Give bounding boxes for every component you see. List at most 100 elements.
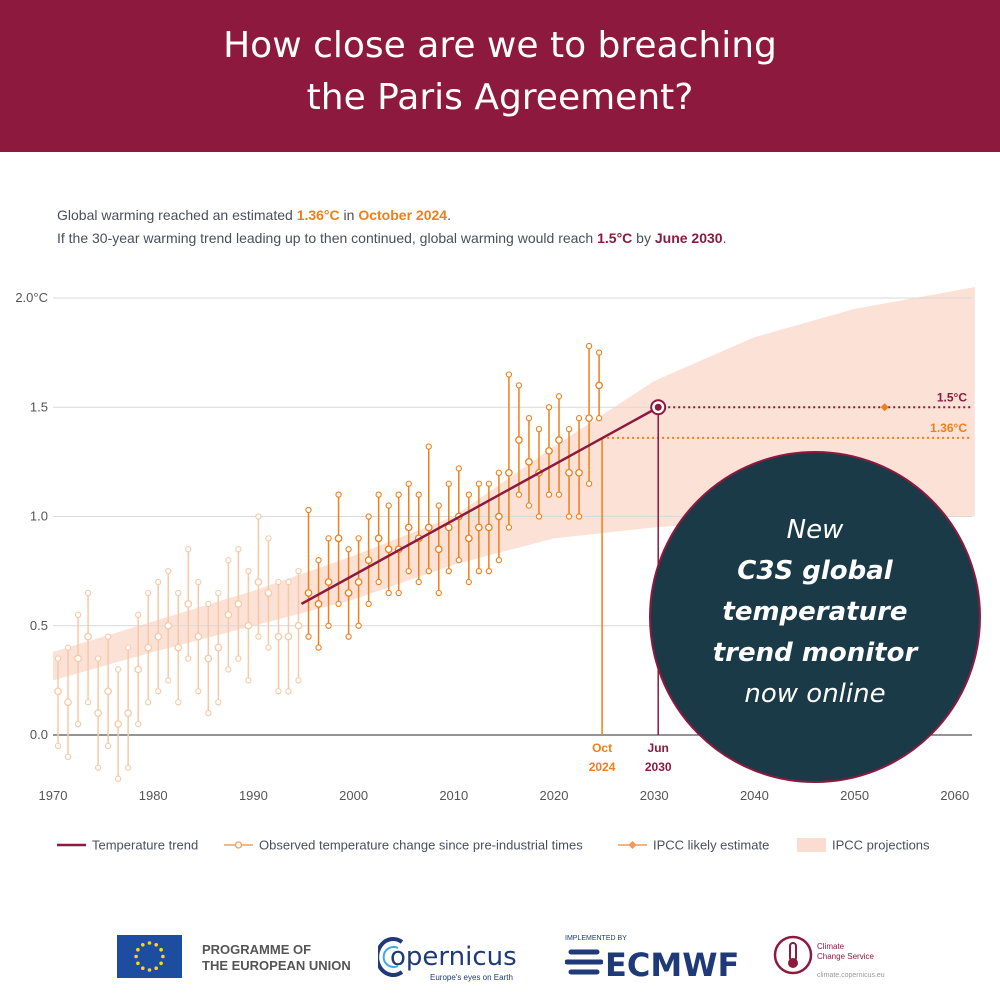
subtitle-text: Global warming reached an estimated [57,207,297,223]
observed-point [284,632,293,641]
observed-point [475,567,482,575]
observed-point [525,458,533,466]
subtitle-text: . [722,230,727,246]
observed-point [384,545,393,554]
badge-line-4: trend monitor [712,638,918,668]
observed-point [505,524,513,531]
observed-point [225,666,232,673]
observed-point [104,633,112,640]
observed-point [135,720,142,728]
observed-point [204,654,213,663]
subtitle-text: If the 30-year warming trend leading up … [57,230,598,246]
observed-point [245,567,252,575]
ecmwf-icon [565,949,603,975]
observed-point [405,480,412,487]
observed-point [355,535,362,542]
x-tick-label: 2050 [840,788,869,803]
y-tick-label: 0.0 [30,727,48,742]
y-tick-label: 1.5 [30,399,48,414]
observed-point [74,720,82,728]
c3s-thermometer-icon [773,935,813,975]
threshold-label: 1.36°C [930,421,967,435]
monitor-announcement-badge[interactable]: New C3S global temperature trend monitor… [649,451,981,783]
observed-point [395,589,402,597]
programme-text-line-1: PROGRAMME OF [202,942,312,957]
observed-point [575,468,583,477]
ecmwf-logo-text: ECMWF [605,946,740,984]
y-tick-label: 1.0 [30,509,48,524]
x-tick-label: 2000 [339,788,368,803]
observed-point [434,545,443,554]
observed-point [305,633,312,640]
observed-point [374,534,383,543]
observed-point [144,643,153,652]
observed-point [575,415,583,422]
observed-point [585,414,593,423]
observed-point [74,611,82,618]
date-label-year: 2024 [589,760,616,774]
subtitle-text: . [447,207,451,223]
observed-point [124,644,132,651]
observed-point [174,643,183,652]
observed-point [195,688,202,695]
observed-point [164,621,173,630]
observed-point [505,371,513,378]
observed-point [325,622,332,629]
observed-point [415,578,422,586]
observed-point [254,578,263,586]
observed-point [224,610,233,619]
page-title-line-2: the Paris Agreement? [306,77,694,118]
x-tick-label: 2060 [940,788,969,803]
observed-point [395,491,402,498]
badge-line-5: now online [744,679,886,709]
observed-point [294,621,303,630]
observed-point [215,589,222,597]
threshold-date: June 2030 [654,230,723,246]
observed-point [515,491,523,498]
page-title-line-1: How close are we to breaching [223,25,777,66]
observed-point [585,342,593,350]
observed-point [324,578,333,586]
x-tick-label: 2020 [540,788,569,803]
observed-point [425,567,432,575]
observed-point [235,546,242,553]
observed-point [84,699,92,706]
observed-point [255,633,262,640]
observed-point [64,698,72,707]
observed-point [525,502,533,509]
observed-point [155,688,162,695]
date-label-month: Oct [592,741,612,755]
subtitle-text: in [339,207,359,223]
observed-point [445,480,452,487]
subtitle-line-2: If the 30-year warming trend leading up … [57,230,726,246]
legend-label: Observed temperature change since pre-in… [259,838,583,853]
observed-point [485,523,493,532]
observed-point [264,589,273,597]
observed-point [185,655,192,662]
ipcc-projection-band-layer [53,287,975,681]
observed-point [154,632,163,641]
observed-point [465,491,472,498]
observed-point [255,513,262,520]
legend-swatch-band [797,838,826,852]
trend-end-marker-inner [654,403,662,411]
footer-logos: PROGRAMME OF THE EUROPEAN UNION opernicu… [0,920,1000,1000]
observed-point [275,688,282,695]
subtitle-text: by [632,230,655,246]
observed-point [54,687,62,696]
observed-point [464,534,473,543]
programme-text-line-2: THE EUROPEAN UNION [202,958,351,973]
copernicus-tagline: Europe's eyes on Earth [430,973,513,982]
observed-point [205,710,212,717]
observed-point [565,425,573,433]
c3s-url: climate.copernicus.eu [817,972,885,979]
observed-point [335,600,342,608]
observed-point [345,546,352,553]
c3s-name: Climate Change Service [817,942,874,962]
observed-point [525,415,533,422]
ipcc-projection-band [53,287,975,681]
observed-point [445,567,452,575]
observed-point [515,436,523,444]
observed-point [235,655,242,662]
observed-point [215,699,222,706]
